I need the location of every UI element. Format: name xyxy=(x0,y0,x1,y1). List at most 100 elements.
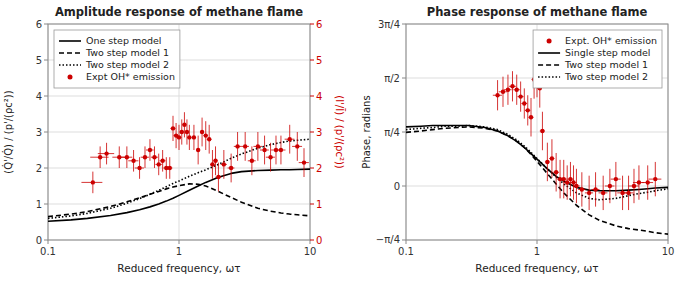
x-axis-label: Reduced frequency, ωτ xyxy=(117,262,240,274)
point xyxy=(626,191,630,195)
point xyxy=(125,155,129,159)
legend-line xyxy=(538,76,560,78)
point xyxy=(614,177,618,181)
title: Phase response of methane flame xyxy=(427,5,648,19)
plot-frame xyxy=(406,24,668,240)
point xyxy=(256,144,260,148)
tick xyxy=(402,239,406,240)
tick-label: 6 xyxy=(316,19,322,30)
legend-line xyxy=(59,52,81,54)
title: Amplitude response of methane flame xyxy=(55,5,303,19)
legend-label: Two step model 1 xyxy=(564,59,648,70)
tick xyxy=(44,24,48,25)
chart: 0.111001234560123456Amplitude response o… xyxy=(2,5,346,274)
point xyxy=(137,166,141,170)
point xyxy=(229,166,233,170)
point xyxy=(143,155,147,159)
legend-label: Two step model 2 xyxy=(564,71,648,82)
grid-line xyxy=(48,204,310,205)
tick xyxy=(310,132,314,133)
point xyxy=(554,170,558,174)
point xyxy=(545,160,549,164)
legend-box xyxy=(54,30,180,88)
tick xyxy=(44,132,48,133)
tick-label: 3π/4 xyxy=(378,19,400,30)
tick-label: 1 xyxy=(176,246,182,257)
grid-line xyxy=(48,96,310,97)
point xyxy=(91,180,95,184)
y-axis-label: (Q̇'/Q̇) / (p'/(ρc²)) xyxy=(2,90,14,173)
point xyxy=(550,156,554,160)
point xyxy=(187,135,191,139)
legend-label: Expt. OH* emission xyxy=(565,35,657,46)
legend-line xyxy=(59,64,81,66)
tick-label: 4 xyxy=(36,91,42,102)
point xyxy=(171,126,175,130)
tick-label: 3 xyxy=(316,127,322,138)
tick xyxy=(406,240,407,244)
point xyxy=(593,187,597,191)
grid-line xyxy=(406,186,668,187)
tick-label: 0.1 xyxy=(40,246,56,257)
point xyxy=(495,93,499,97)
point xyxy=(302,160,306,164)
tick-label: 1 xyxy=(316,199,322,210)
tick xyxy=(310,204,314,205)
point xyxy=(279,148,283,152)
point xyxy=(571,180,575,184)
point xyxy=(207,137,211,141)
point xyxy=(200,130,204,134)
tick xyxy=(44,204,48,205)
tick xyxy=(44,96,48,97)
tick-label: 4 xyxy=(316,91,322,102)
tick xyxy=(402,24,406,25)
tick-label: π/4 xyxy=(384,127,400,138)
point xyxy=(637,180,641,184)
point xyxy=(601,191,605,195)
point xyxy=(243,144,247,148)
tick-label: 1 xyxy=(36,199,42,210)
point xyxy=(104,151,108,155)
legend: Expt. OH* emissionSingle step modelTwo s… xyxy=(533,30,662,88)
tick-label: 0 xyxy=(394,181,400,192)
tick-label: 10 xyxy=(662,246,675,257)
point xyxy=(288,137,292,141)
point xyxy=(235,144,239,148)
point xyxy=(250,159,254,163)
point xyxy=(501,90,505,94)
point xyxy=(262,148,266,152)
point xyxy=(608,184,612,188)
figure: 0.111001234560123456Amplitude response o… xyxy=(0,0,678,282)
tick-label: 0.1 xyxy=(398,246,414,257)
legend-box xyxy=(533,30,662,88)
point xyxy=(574,184,578,188)
tick xyxy=(44,168,48,169)
tick-label: π/2 xyxy=(384,73,400,84)
tick xyxy=(310,96,314,97)
point xyxy=(268,155,272,159)
legend-line xyxy=(59,40,81,42)
point xyxy=(529,115,533,119)
point xyxy=(148,148,152,152)
tick-label: 5 xyxy=(316,55,322,66)
point xyxy=(565,180,569,184)
tick-label: 0 xyxy=(316,235,322,246)
tick-label: 10 xyxy=(304,246,317,257)
point xyxy=(204,133,208,137)
point xyxy=(632,184,636,188)
y-axis-label: Phase, radians xyxy=(361,95,372,168)
point xyxy=(562,177,566,181)
point xyxy=(210,162,214,166)
point xyxy=(180,130,184,134)
tick-label: 1 xyxy=(534,246,540,257)
plot-area xyxy=(48,112,310,221)
tick xyxy=(310,24,314,25)
point xyxy=(177,135,181,139)
point xyxy=(540,129,544,133)
grid-line xyxy=(406,132,668,133)
point xyxy=(98,155,102,159)
point xyxy=(182,123,186,127)
chart: 0.1110−π/40π/4π/23π/4Phase response of m… xyxy=(361,5,674,274)
tick xyxy=(537,240,538,244)
legend-line xyxy=(538,52,560,54)
